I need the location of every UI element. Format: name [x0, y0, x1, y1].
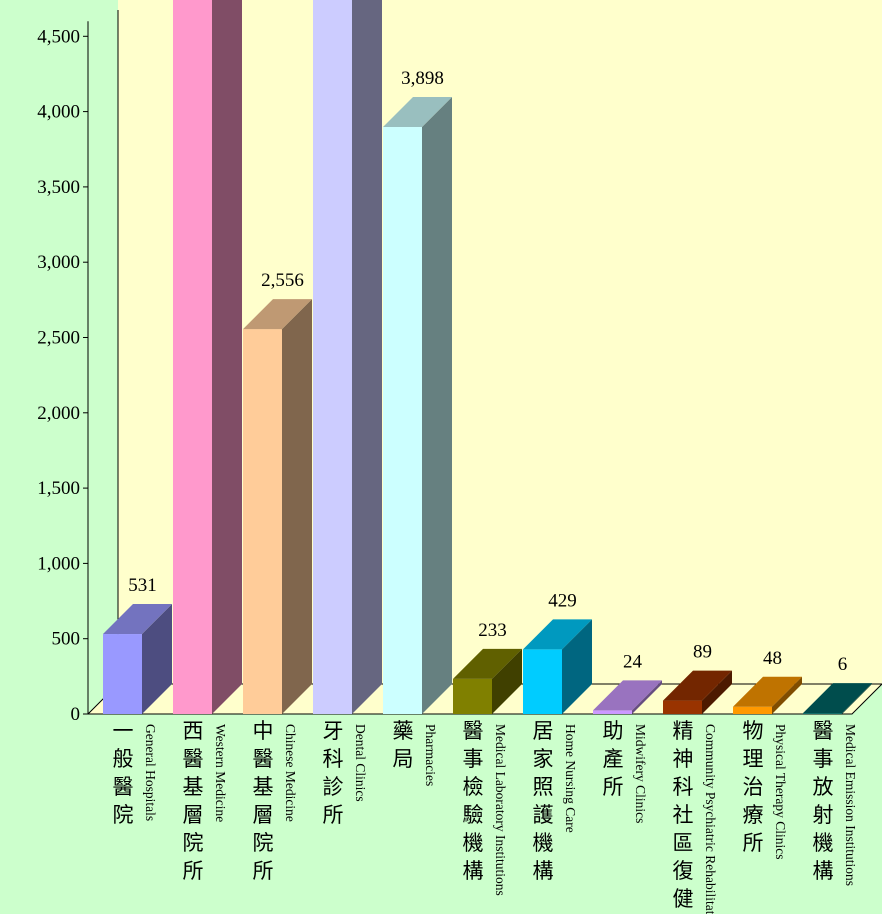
bar-top — [803, 683, 872, 714]
bar-front — [243, 329, 282, 714]
category-label-en: Western Medicine — [213, 724, 228, 822]
bar-top — [243, 299, 312, 330]
bar-front — [523, 649, 562, 714]
data-label: 233 — [478, 620, 507, 641]
data-label: 24 — [623, 651, 643, 672]
bar-front — [733, 706, 772, 714]
bar-front — [173, 0, 212, 714]
bar — [383, 96, 452, 715]
category-label-zh: 西醫基層院所 — [183, 719, 204, 883]
bar-front — [453, 678, 492, 714]
y-tick-label: 2,000 — [37, 403, 80, 424]
data-label: 89 — [693, 642, 712, 663]
category-label-en: Dental Clinics — [353, 724, 368, 802]
bar-front — [593, 710, 632, 714]
data-label: 3,898 — [401, 68, 444, 89]
bar-front — [383, 126, 422, 715]
bar-front — [103, 634, 142, 714]
bar-side — [842, 683, 872, 714]
y-tick-label: 500 — [52, 629, 81, 650]
data-label: 531 — [128, 575, 157, 596]
bar-side — [632, 680, 662, 714]
category-label-zh: 居家照護機構 — [533, 719, 554, 883]
y-tick-label: 4,000 — [37, 102, 80, 123]
bar-side — [212, 0, 242, 714]
y-tick-label: 2,500 — [37, 328, 80, 349]
bar-front — [803, 713, 842, 714]
category-label-zh: 精神科社區復健 — [673, 719, 694, 911]
data-label: 429 — [548, 590, 577, 611]
category-label-zh: 醫事放射機構 — [813, 719, 834, 883]
bar-top — [593, 680, 662, 711]
bar — [313, 0, 382, 714]
bar-front — [313, 0, 352, 714]
y-tick-label: 3,500 — [37, 177, 80, 198]
category-label-en: Medical Laboratory Institutions — [493, 724, 508, 896]
category-label-zh: 物理治療所 — [743, 719, 764, 855]
bar — [173, 0, 242, 714]
data-label: 2,556 — [261, 270, 304, 291]
bar-top — [523, 619, 592, 650]
bar-top — [103, 604, 172, 635]
bar-side — [422, 96, 452, 715]
bar-top — [453, 648, 522, 679]
category-label-en: Chinese Medicine — [283, 724, 298, 822]
bar-front — [663, 700, 702, 714]
bar-side — [352, 0, 382, 714]
bar — [243, 299, 312, 714]
category-label-en: General Hospitals — [143, 724, 158, 821]
y-tick-label: 0 — [71, 704, 81, 725]
bar-top — [733, 676, 802, 707]
bar-side — [772, 676, 802, 714]
category-label-zh: 助產所 — [603, 719, 624, 799]
bar-side — [142, 604, 172, 714]
category-label-en: Midwifery Clinics — [633, 724, 648, 823]
category-label-en: Medical Emission Institutions — [843, 724, 858, 886]
y-tick-label: 3,000 — [37, 252, 80, 273]
y-tick-label: 1,500 — [37, 478, 80, 499]
category-label-zh: 藥局 — [393, 719, 414, 771]
bars — [103, 0, 872, 715]
category-label-en: Home Nursing Care — [563, 724, 578, 833]
bar — [523, 619, 592, 714]
bar-side — [562, 619, 592, 714]
category-label-en: Physical Therapy Clinics — [773, 724, 788, 859]
y-tick-label: 1,000 — [37, 553, 80, 574]
y-tick-label: 4,500 — [37, 26, 80, 47]
category-label-zh: 牙科診所 — [323, 719, 344, 827]
category-label-en: Pharmacies — [423, 724, 438, 786]
bar-top — [383, 96, 452, 127]
bar — [453, 648, 522, 714]
bar-side — [702, 670, 732, 714]
bar-top — [663, 670, 732, 701]
bar-side — [282, 299, 312, 714]
bar — [733, 676, 802, 714]
y-axis-ticks: 0 500 1,000 1,500 2,000 2,500 3,000 3,500 4,000 4… — [37, 26, 88, 725]
category-label-en: Community Psychiatric Rehabilitation — [703, 724, 718, 914]
category-label-zh: 中醫基層院所 — [253, 719, 274, 883]
category-label-zh: 醫事檢驗機構 — [463, 719, 484, 883]
data-label: 6 — [838, 654, 848, 675]
category-label-zh: 一般醫院 — [113, 719, 134, 827]
x-axis-labels: 一般醫院 General Hospitals 西醫基層院所 Western Medic… — [113, 719, 859, 914]
data-label: 48 — [763, 648, 782, 669]
bar — [103, 604, 172, 714]
bar — [663, 670, 732, 714]
bar — [803, 683, 872, 714]
bar — [593, 680, 662, 714]
data-labels: 531 2,556 3,898 233 429 24 89 48 6 — [128, 68, 847, 675]
bar-side — [492, 648, 522, 714]
